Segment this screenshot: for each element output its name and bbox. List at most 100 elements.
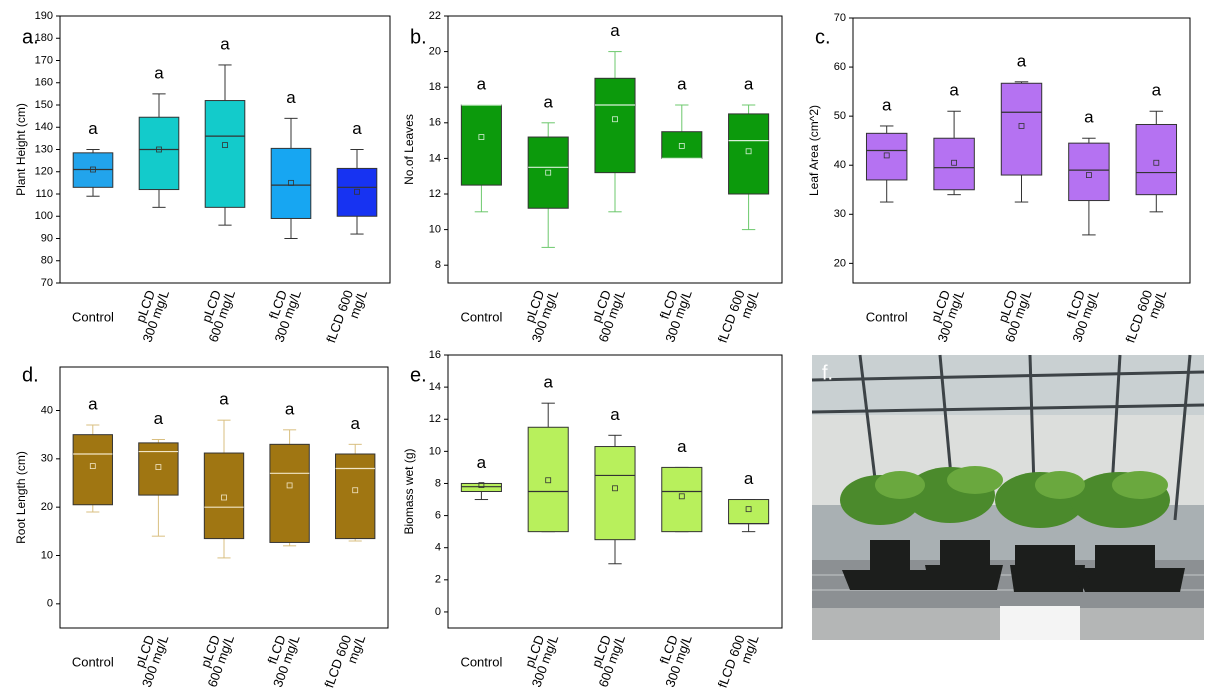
y-tick-label: 8 — [435, 477, 441, 489]
y-tick-label: 0 — [435, 606, 441, 618]
panel-label: e. — [410, 364, 427, 386]
box — [594, 446, 636, 541]
y-tick-label: 160 — [35, 77, 53, 89]
y-tick-label: 18 — [429, 81, 441, 93]
y-tick-label: 6 — [435, 509, 441, 521]
mean-marker — [90, 166, 96, 173]
significance-letter: a — [220, 34, 230, 53]
significance-letter: a — [1084, 108, 1094, 127]
y-tick-label: 120 — [35, 166, 53, 178]
x-tick-label: Control — [72, 309, 114, 324]
panel-label: f. — [822, 362, 833, 384]
significance-letter: a — [154, 63, 164, 82]
box — [594, 77, 636, 174]
mean-marker — [155, 464, 162, 470]
mean-marker — [354, 188, 360, 195]
box — [138, 442, 179, 496]
y-axis-title: Plant Height (cm) — [14, 103, 28, 196]
y-tick-label: 40 — [834, 159, 846, 171]
mean-marker — [612, 485, 618, 492]
mean-marker — [1153, 159, 1160, 166]
y-tick-label: 8 — [435, 259, 441, 271]
y-axis-title: Biomass wet (g) — [402, 448, 416, 534]
y-tick-label: 10 — [429, 224, 441, 236]
y-tick-label: 10 — [41, 549, 53, 561]
x-tick-label: Control — [460, 309, 502, 324]
significance-letter: a — [744, 74, 754, 93]
box — [661, 131, 703, 159]
y-axis-title: Root Length (cm) — [14, 451, 28, 544]
y-tick-label: 80 — [41, 255, 53, 267]
y-tick-label: 14 — [429, 152, 441, 164]
plot-frame — [59, 366, 389, 629]
y-tick-label: 0 — [47, 598, 53, 610]
y-tick-label: 110 — [35, 188, 53, 200]
y-tick-label: 14 — [429, 381, 441, 393]
y-tick-label: 130 — [35, 143, 53, 155]
y-axis-title: Leaf Area (cm^2) — [807, 105, 821, 196]
significance-letter: a — [88, 119, 98, 138]
box — [72, 434, 113, 506]
mean-marker — [478, 134, 485, 140]
mean-marker — [883, 152, 890, 159]
mean-marker — [678, 143, 685, 149]
y-axis-title: No.of Leaves — [402, 114, 416, 185]
significance-letter: a — [610, 405, 620, 424]
box — [336, 167, 378, 217]
panel-label: b. — [410, 26, 427, 48]
significance-letter: a — [477, 453, 487, 472]
mean-marker — [612, 116, 618, 123]
y-tick-label: 140 — [35, 121, 53, 133]
box — [933, 137, 975, 191]
y-tick-label: 70 — [41, 277, 53, 289]
box — [335, 453, 376, 540]
box — [1135, 123, 1178, 196]
box — [1000, 82, 1043, 176]
significance-letter: a — [882, 95, 892, 114]
y-tick-label: 180 — [35, 32, 53, 44]
box — [527, 426, 569, 533]
significance-letter: a — [286, 88, 296, 107]
panel-label: c. — [815, 26, 831, 48]
box — [269, 443, 310, 543]
significance-letter: a — [477, 74, 487, 93]
box — [1068, 142, 1110, 202]
y-tick-label: 30 — [834, 208, 846, 220]
mean-marker — [745, 148, 752, 155]
significance-letter: a — [949, 81, 959, 100]
y-tick-label: 70 — [834, 12, 846, 24]
box — [270, 147, 312, 219]
significance-letter: a — [610, 21, 620, 40]
y-tick-label: 90 — [41, 232, 53, 244]
y-tick-label: 20 — [41, 501, 53, 513]
x-tick-label: Control — [866, 309, 908, 324]
significance-letter: a — [285, 399, 295, 418]
y-tick-label: 40 — [41, 404, 53, 416]
y-tick-label: 50 — [834, 110, 846, 122]
significance-letter: a — [88, 394, 98, 413]
x-tick-label: Control — [72, 654, 114, 669]
box — [865, 132, 908, 181]
box — [138, 116, 180, 191]
mean-marker — [89, 463, 96, 469]
y-tick-label: 100 — [35, 210, 53, 222]
y-tick-label: 12 — [429, 413, 441, 425]
y-tick-label: 190 — [35, 10, 53, 22]
significance-letter: a — [350, 414, 360, 433]
mean-marker — [545, 169, 552, 176]
significance-letter: a — [1152, 81, 1162, 100]
mean-marker — [221, 494, 227, 501]
significance-letter: a — [154, 409, 164, 428]
mean-marker — [156, 146, 162, 153]
plot-frame — [852, 17, 1191, 284]
mean-marker — [478, 482, 485, 488]
significance-letter: a — [219, 390, 229, 409]
significance-letter: a — [677, 437, 687, 456]
mean-marker — [678, 493, 685, 500]
y-tick-label: 16 — [429, 117, 441, 129]
significance-letter: a — [543, 92, 553, 111]
